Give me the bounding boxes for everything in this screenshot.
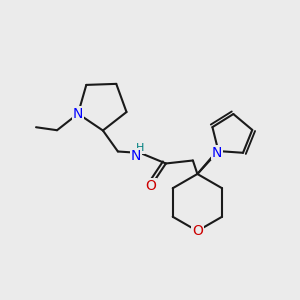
Text: H: H bbox=[136, 143, 145, 154]
Text: N: N bbox=[212, 146, 222, 160]
Text: O: O bbox=[146, 179, 156, 193]
Text: N: N bbox=[131, 149, 141, 163]
Text: O: O bbox=[192, 224, 203, 238]
Text: N: N bbox=[73, 107, 83, 121]
